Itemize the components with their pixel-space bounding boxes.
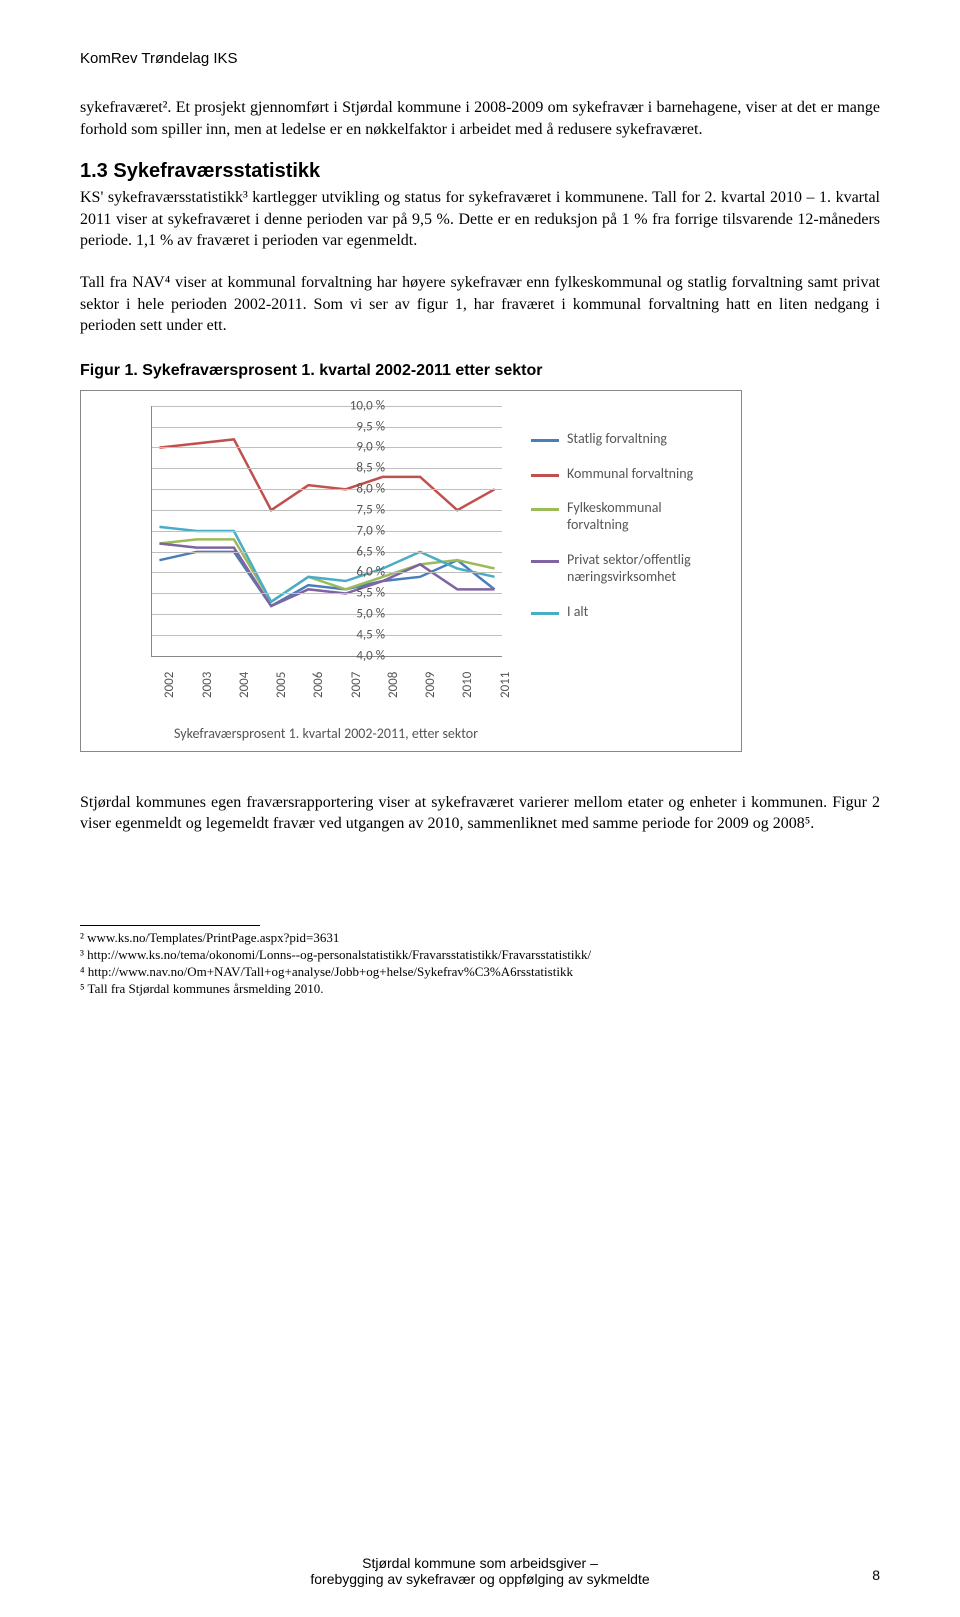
legend-label: Privat sektor/offentlig næringsvirksomhe… xyxy=(567,552,721,586)
x-tick-label: 2004 xyxy=(237,671,252,697)
legend: Statlig forvaltning Kommunal forvaltning F… xyxy=(531,431,721,639)
x-tick-label: 2007 xyxy=(349,671,364,697)
grid-line xyxy=(152,593,502,594)
footnotes: ² www.ks.no/Templates/PrintPage.aspx?pid… xyxy=(80,925,880,998)
chart-caption: Sykefraværsprosent 1. kvartal 2002-2011,… xyxy=(151,726,501,743)
legend-swatch xyxy=(531,560,559,563)
grid-line xyxy=(152,552,502,553)
legend-item: Privat sektor/offentlig næringsvirksomhe… xyxy=(531,552,721,586)
y-tick-label: 7,0 % xyxy=(335,523,385,538)
legend-swatch xyxy=(531,474,559,477)
footnote-5: ⁵ Tall fra Stjørdal kommunes årsmelding … xyxy=(80,981,880,998)
x-tick-label: 2003 xyxy=(200,671,215,697)
grid-line xyxy=(152,468,502,469)
x-tick-label: 2006 xyxy=(311,671,326,697)
legend-swatch xyxy=(531,612,559,615)
paragraph-4: Stjørdal kommunes egen fraværsrapporteri… xyxy=(80,792,880,835)
grid-line xyxy=(152,614,502,615)
grid-line xyxy=(152,406,502,407)
footnote-4: ⁴ http://www.nav.no/Om+NAV/Tall+og+analy… xyxy=(80,964,880,981)
series-line xyxy=(159,439,494,510)
footer-line2: forebygging av sykefravær og oppfølging … xyxy=(310,1571,649,1587)
grid-line xyxy=(152,572,502,573)
y-tick-label: 5,5 % xyxy=(335,586,385,601)
section-heading: 1.3 Sykefraværsstatistikk xyxy=(80,160,880,183)
x-tick-label: 2011 xyxy=(498,671,513,697)
legend-label: Statlig forvaltning xyxy=(567,431,667,448)
grid-line xyxy=(152,427,502,428)
y-tick-label: 5,0 % xyxy=(335,607,385,622)
legend-label: Kommunal forvaltning xyxy=(567,466,693,483)
footer-line1: Stjørdal kommune som arbeidsgiver – xyxy=(362,1555,598,1571)
figure-title: Figur 1. Sykefraværsprosent 1. kvartal 2… xyxy=(80,362,880,380)
chart-frame: 2002 2003 2004 2005 2006 2007 2008 2009 2010 2011… xyxy=(80,390,742,752)
legend-item: Kommunal forvaltning xyxy=(531,466,721,483)
footer: Stjørdal kommune som arbeidsgiver – fore… xyxy=(80,1555,880,1587)
grid-line xyxy=(152,447,502,448)
grid-line xyxy=(152,489,502,490)
page-number: 8 xyxy=(872,1567,880,1583)
grid-line xyxy=(152,510,502,511)
x-tick-label: 2002 xyxy=(162,671,177,697)
y-tick-label: 7,5 % xyxy=(335,502,385,517)
y-tick-label: 9,5 % xyxy=(335,419,385,434)
y-tick-label: 4,5 % xyxy=(335,627,385,642)
x-axis: 2002200320042005200620072008200920102011 xyxy=(151,663,501,703)
y-tick-label: 6,5 % xyxy=(335,544,385,559)
legend-item: Statlig forvaltning xyxy=(531,431,721,448)
legend-label: Fylkeskommunal forvaltning xyxy=(567,500,721,534)
x-tick-label: 2005 xyxy=(274,671,289,697)
x-tick-label: 2009 xyxy=(423,671,438,697)
paragraph-3: Tall fra NAV⁴ viser at kommunal forvaltn… xyxy=(80,272,880,337)
y-tick-label: 4,0 % xyxy=(335,648,385,663)
legend-swatch xyxy=(531,439,559,442)
paragraph-2: KS' sykefraværsstatistikk³ kartlegger ut… xyxy=(80,187,880,252)
y-tick-label: 9,0 % xyxy=(335,440,385,455)
plot-area xyxy=(151,406,502,657)
paragraph-1: sykefraværet². Et prosjekt gjennomført i… xyxy=(80,97,880,140)
header-org: KomRev Trøndelag IKS xyxy=(80,50,880,67)
x-tick-label: 2010 xyxy=(460,671,475,697)
legend-label: I alt xyxy=(567,604,588,621)
y-tick-label: 8,5 % xyxy=(335,461,385,476)
footnote-2: ² www.ks.no/Templates/PrintPage.aspx?pid… xyxy=(80,930,880,947)
legend-item: Fylkeskommunal forvaltning xyxy=(531,500,721,534)
y-tick-label: 10,0 % xyxy=(335,398,385,413)
grid-line xyxy=(152,531,502,532)
x-tick-label: 2008 xyxy=(386,671,401,697)
footnote-3: ³ http://www.ks.no/tema/okonomi/Lonns--o… xyxy=(80,947,880,964)
y-tick-label: 6,0 % xyxy=(335,565,385,580)
grid-line xyxy=(152,635,502,636)
legend-item: I alt xyxy=(531,604,721,621)
legend-swatch xyxy=(531,508,559,511)
y-tick-label: 8,0 % xyxy=(335,482,385,497)
